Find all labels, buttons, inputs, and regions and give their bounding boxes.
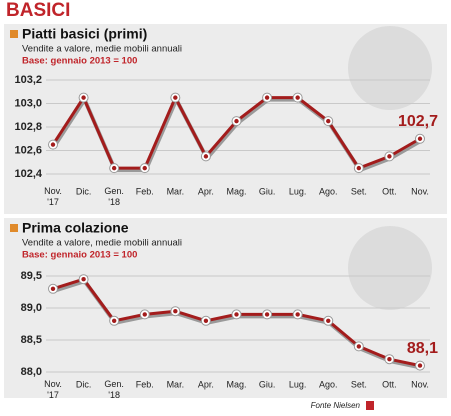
point-center [81,277,86,282]
x-tick-label: Lug. [289,379,307,389]
point-center [295,312,300,317]
chart-note: Base: gennaio 2013 = 100 [22,56,137,67]
x-tick-label: Mar. [167,379,185,389]
point-center [142,312,147,317]
point-center [50,142,56,147]
point-center [356,165,362,171]
logo [366,401,374,410]
point-center [356,344,362,349]
chart-subtitle: Vendite a valore, medie mobili annuali [22,44,182,55]
x-tick-label: Mar. [167,186,185,196]
x-tick-label: Nov. '17 [44,379,62,400]
point-center [264,312,270,317]
x-tick-label: Apr. [198,379,214,389]
point-center [264,95,270,100]
point-center [387,154,392,159]
x-tick-label: Feb. [136,379,154,389]
point-center [173,309,178,314]
icon [348,26,432,110]
y-tick-label: 88,0 [21,366,42,378]
x-tick-label: Ago. [319,186,338,196]
y-tick-label: 89,5 [21,270,42,282]
point-center [234,312,239,317]
chart-title: Piatti basici (primi) [22,26,147,42]
point-center [111,165,117,171]
x-tick-label: Giu. [259,186,276,196]
point-center [417,363,423,368]
x-tick-label: Ott. [382,186,397,196]
point-center [326,318,331,323]
x-tick-label: Lug. [289,186,307,196]
point-center [387,357,392,362]
source: Fonte Nielsen [311,401,361,410]
x-tick-label: Ott. [382,379,397,389]
x-tick-label: Giu. [259,379,276,389]
bullet [10,30,18,38]
x-tick-label: Ago. [319,379,338,389]
x-tick-label: Nov. [411,186,429,196]
x-tick-label: Mag. [226,186,246,196]
x-tick-label: Nov. [411,379,429,389]
y-tick-label: 103,2 [14,74,42,86]
x-tick-label: Mag. [226,379,246,389]
chart-subtitle: Vendite a valore, medie mobili annuali [22,238,182,249]
x-tick-label: Set. [351,379,367,389]
chart-title: Prima colazione [22,220,129,236]
page-title: BASICI [6,0,70,21]
x-tick-label: Dic. [76,379,92,389]
bullet [10,224,18,232]
point-center [417,136,423,141]
point-center [326,118,331,124]
x-tick-label: Set. [351,186,367,196]
icon [348,226,432,310]
y-tick-label: 102,6 [14,144,42,156]
chart-note: Base: gennaio 2013 = 100 [22,250,137,261]
point-center [203,154,209,159]
y-tick-label: 102,4 [14,168,42,180]
x-tick-label: Nov. '17 [44,186,62,207]
point-center [111,318,117,323]
value-label: 102,7 [398,113,438,130]
x-tick-label: Gen. '18 [104,379,124,400]
y-tick-label: 103,0 [14,97,42,109]
point-center [295,95,300,100]
y-tick-label: 102,8 [14,121,42,133]
y-tick-label: 88,5 [21,334,42,346]
x-tick-label: Dic. [76,186,92,196]
point-center [234,118,239,124]
x-tick-label: Apr. [198,186,214,196]
x-tick-label: Gen. '18 [104,186,124,207]
point-center [50,286,56,291]
point-center [173,95,178,100]
point-center [81,95,86,100]
point-center [203,318,209,323]
y-tick-label: 89,0 [21,302,42,314]
point-center [142,165,147,171]
x-tick-label: Feb. [136,186,154,196]
value-label: 88,1 [407,340,438,357]
